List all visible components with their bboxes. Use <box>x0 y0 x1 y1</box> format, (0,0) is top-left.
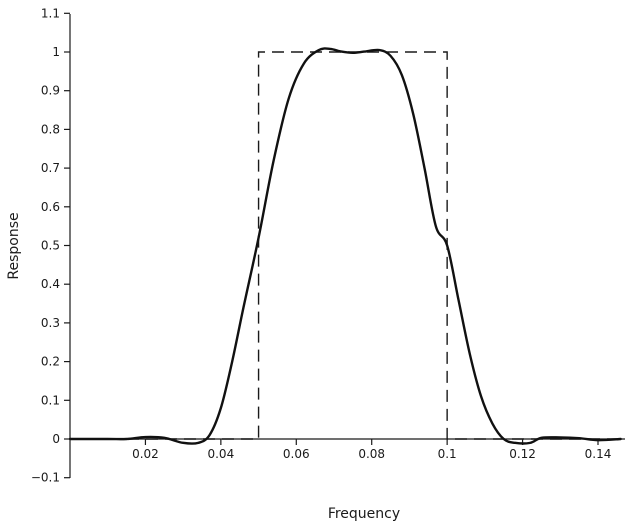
y-tick-label: 0.8 <box>41 122 60 136</box>
y-ticks: −0.1 0 0.1 0.2 0.3 0.4 0.5 0.6 0.7 0.8 0.9 1 1.1 <box>31 6 70 485</box>
y-tick-label: 0.5 <box>41 239 60 253</box>
y-tick-label: 1.1 <box>41 6 60 20</box>
x-tick-label: 0.1 <box>438 447 457 461</box>
y-tick-label: 1 <box>52 45 60 59</box>
y-tick-label: 0.9 <box>41 84 60 98</box>
y-tick-label: 0.4 <box>41 277 60 291</box>
y-tick-label: 0.2 <box>41 355 60 369</box>
x-tick-label: 0.14 <box>585 447 612 461</box>
y-tick-label: 0.1 <box>41 393 60 407</box>
x-tick-label: 0.08 <box>358 447 385 461</box>
y-tick-label: 0 <box>52 432 60 446</box>
y-tick-label: −0.1 <box>31 471 60 485</box>
axes <box>69 14 625 478</box>
x-ticks: 0.02 0.04 0.06 0.08 0.1 0.12 0.14 <box>132 439 611 461</box>
y-tick-label: 0.7 <box>41 161 60 175</box>
y-tick-label: 0.6 <box>41 200 60 214</box>
x-axis-title: Frequency <box>328 506 400 522</box>
series-group <box>68 47 622 445</box>
x-tick-label: 0.04 <box>207 447 234 461</box>
filter-response-line <box>68 47 622 445</box>
y-axis-title: Response <box>6 212 22 279</box>
ideal-response-line <box>70 51 621 440</box>
x-tick-label: 0.12 <box>509 447 536 461</box>
x-tick-label: 0.06 <box>283 447 310 461</box>
y-tick-label: 0.3 <box>41 316 60 330</box>
x-tick-label: 0.02 <box>132 447 159 461</box>
